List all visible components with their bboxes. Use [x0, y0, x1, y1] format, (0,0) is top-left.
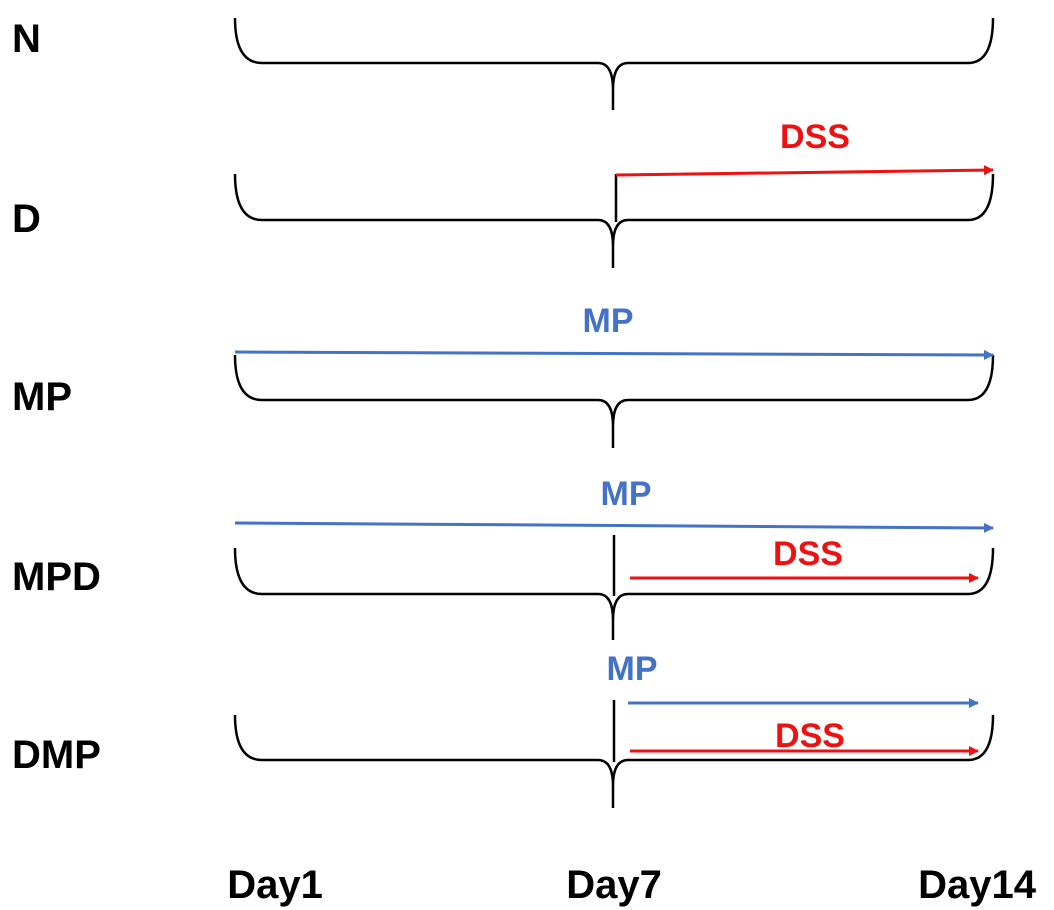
treatment-label-mp-mp: MP	[583, 302, 634, 340]
axis-label-day14: Day14	[918, 863, 1037, 907]
timeline-brace-mpd	[233, 535, 995, 640]
treatment-arrow-d-dss: DSS	[615, 118, 994, 177]
treatment-label-mpd-dss: DSS	[773, 535, 843, 573]
treatment-label-mpd-mp: MP	[601, 475, 652, 513]
axis-label-day7: Day7	[566, 863, 662, 907]
treatment-label-dmp-mp: MP	[607, 650, 658, 688]
treatment-arrow-dmp-mp: MP	[607, 650, 979, 708]
group-label-mp: MP	[12, 375, 72, 419]
group-label-n: N	[12, 17, 41, 61]
treatment-label-dmp-dss: DSS	[775, 717, 845, 755]
group-label-d: D	[12, 197, 41, 241]
timeline-brace-n	[233, 17, 995, 110]
treatment-arrow-dmp-dss: DSS	[630, 717, 979, 756]
group-label-dmp: DMP	[12, 733, 101, 777]
treatment-arrow-mp-mp: MP	[234, 302, 994, 360]
treatment-arrow-mpd-mp: MP	[234, 475, 994, 533]
timeline-brace-dmp	[233, 700, 995, 808]
timeline-brace-d	[233, 173, 995, 268]
group-label-mpd: MPD	[12, 555, 101, 599]
treatment-arrow-mpd-dss: DSS	[630, 535, 979, 583]
timeline-brace-mp	[233, 354, 995, 448]
treatment-label-d-dss: DSS	[780, 118, 850, 156]
axis-label-day1: Day1	[227, 863, 323, 907]
